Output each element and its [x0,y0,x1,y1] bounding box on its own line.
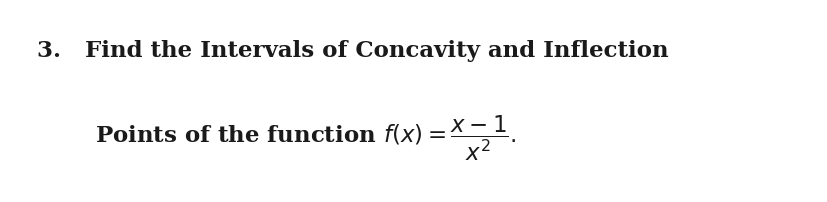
Text: Points of the function $f(x) = \dfrac{x-1}{x^2}.$: Points of the function $f(x) = \dfrac{x-… [95,113,516,162]
Text: 3.   Find the Intervals of Concavity and Inflection: 3. Find the Intervals of Concavity and I… [37,40,668,61]
